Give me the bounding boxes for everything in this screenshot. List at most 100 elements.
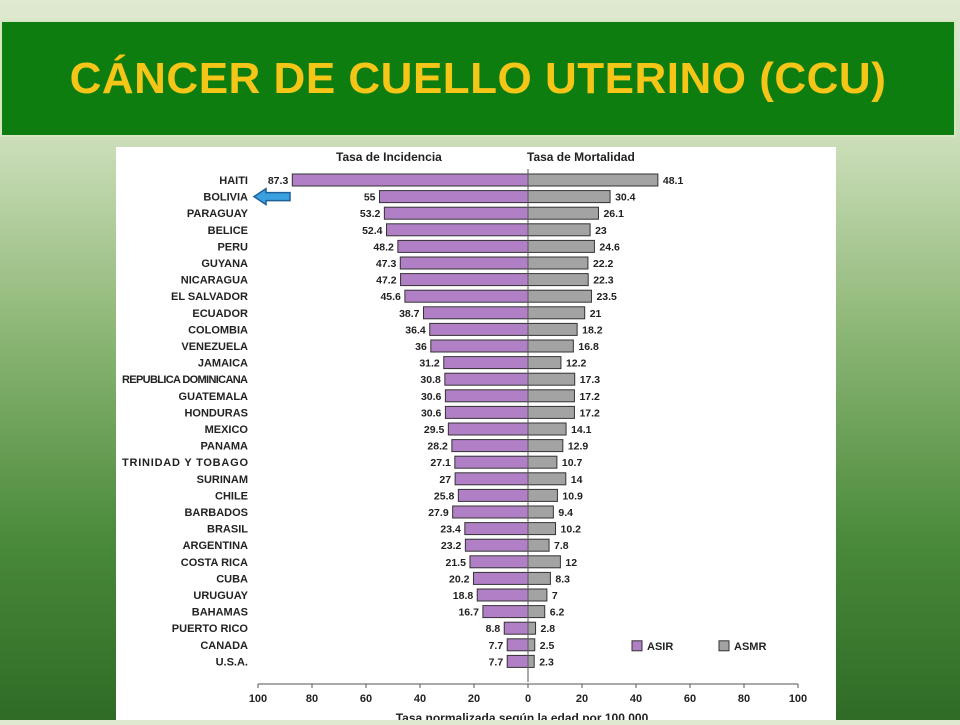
value-label-asmr: 6.2 xyxy=(550,607,565,619)
category-label: VENEZUELA xyxy=(181,341,248,353)
category-label: TRINIDAD Y TOBAGO xyxy=(122,457,248,469)
value-label-asmr: 17.2 xyxy=(579,407,600,419)
value-label-asmr: 12.2 xyxy=(566,358,587,370)
value-label-asmr: 30.4 xyxy=(615,192,636,204)
value-label-asir: 30.6 xyxy=(421,407,442,419)
value-label-asmr: 7 xyxy=(552,590,558,602)
value-label-asmr: 18.2 xyxy=(582,324,603,336)
x-axis-label: Tasa normalizada según la edad por 100,0… xyxy=(396,711,649,720)
x-tick-label: 60 xyxy=(360,693,372,705)
value-label-asir: 47.2 xyxy=(376,275,397,287)
bar-asir xyxy=(476,588,529,602)
value-label-asmr: 26.1 xyxy=(603,208,624,220)
value-label-asmr: 24.6 xyxy=(599,241,620,253)
value-label-asmr: 16.8 xyxy=(578,341,599,353)
value-label-asir: 8.8 xyxy=(486,623,501,635)
value-label-asir: 16.7 xyxy=(458,607,479,619)
value-label-asmr: 48.1 xyxy=(663,175,684,187)
value-label-asir: 38.7 xyxy=(399,308,420,320)
value-label-asir: 47.3 xyxy=(376,258,397,270)
bar-asir xyxy=(464,522,529,536)
bar-asmr xyxy=(527,422,567,436)
x-tick-label: 20 xyxy=(576,693,588,705)
slide-title: CÁNCER DE CUELLO UTERINO (CCU) xyxy=(69,53,887,103)
bar-asir xyxy=(383,206,529,220)
category-label: HAITI xyxy=(219,175,248,187)
bar-asmr xyxy=(527,522,557,536)
bar-asmr xyxy=(527,588,548,602)
value-label-asir: 48.2 xyxy=(373,241,394,253)
title-banner: CÁNCER DE CUELLO UTERINO (CCU) xyxy=(0,20,956,137)
category-label: ECUADOR xyxy=(192,308,248,320)
bar-asmr xyxy=(527,339,574,353)
bar-asir xyxy=(452,505,529,519)
bar-asir xyxy=(430,339,529,353)
chart-svg: Tasa de Incidencia Tasa de Mortalidad HAIT… xyxy=(122,150,807,725)
value-label-asir: 53.2 xyxy=(360,208,381,220)
value-label-asmr: 12.9 xyxy=(568,441,589,453)
value-label-asmr: 8.3 xyxy=(555,573,570,585)
arrow-icon xyxy=(252,187,291,207)
value-label-asir: 52.4 xyxy=(362,225,383,237)
left-header: Tasa de Incidencia xyxy=(336,150,442,164)
value-label-asmr: 7.8 xyxy=(554,540,569,552)
value-label-asir: 27 xyxy=(439,474,451,486)
bar-asir xyxy=(397,239,529,253)
value-label-asmr: 14.1 xyxy=(571,424,592,436)
bar-asir xyxy=(482,605,529,619)
x-tick-label: 20 xyxy=(468,693,480,705)
category-label: JAMAICA xyxy=(198,358,248,370)
bar-asmr xyxy=(527,206,599,220)
bar-asir xyxy=(443,356,529,370)
category-label: REPUBLICA DOMINICANA xyxy=(122,374,248,386)
value-label-asir: 87.3 xyxy=(268,175,289,187)
bar-asir xyxy=(457,488,529,502)
value-label-asmr: 23 xyxy=(595,225,607,237)
bar-asmr xyxy=(527,488,558,502)
category-label: CUBA xyxy=(216,573,248,585)
bar-asir xyxy=(386,223,529,237)
bar-asir xyxy=(454,455,529,469)
category-label: PANAMA xyxy=(201,441,249,453)
category-label: COSTA RICA xyxy=(181,557,248,569)
value-label-asmr: 23.5 xyxy=(596,291,617,303)
category-label: CHILE xyxy=(215,490,248,502)
bar-asir xyxy=(464,538,529,552)
value-label-asmr: 17.2 xyxy=(579,391,600,403)
bar-asmr xyxy=(527,638,536,652)
bar-asmr xyxy=(527,505,554,519)
legend-swatch-asir xyxy=(631,640,643,652)
value-label-asir: 27.1 xyxy=(430,457,451,469)
value-label-asir: 30.8 xyxy=(420,374,441,386)
category-label: PUERTO RICO xyxy=(172,623,249,635)
value-label-asmr: 17.3 xyxy=(580,374,601,386)
category-label: ARGENTINA xyxy=(183,540,248,552)
category-label: BELICE xyxy=(208,225,248,237)
bar-asir xyxy=(429,322,529,336)
bar-asmr xyxy=(527,322,578,336)
value-label-asir: 23.4 xyxy=(440,524,461,536)
value-label-asir: 45.6 xyxy=(380,291,401,303)
legend-label-asir: ASIR xyxy=(647,641,673,653)
bar-asmr xyxy=(527,389,575,403)
bar-asir xyxy=(399,256,529,270)
bar-asir xyxy=(404,289,529,303)
bar-asmr xyxy=(527,654,535,668)
value-label-asir: 36 xyxy=(415,341,427,353)
category-label: BAHAMAS xyxy=(192,607,248,619)
value-label-asmr: 22.2 xyxy=(593,258,614,270)
cervical-cancer-chart: Tasa de Incidencia Tasa de Mortalidad HAIT… xyxy=(116,147,836,725)
legend-label-asmr: ASMR xyxy=(734,641,766,653)
bar-asmr xyxy=(527,372,576,386)
value-label-asir: 27.9 xyxy=(428,507,449,519)
value-label-asir: 18.8 xyxy=(453,590,474,602)
value-label-asmr: 22.3 xyxy=(593,275,614,287)
bar-asmr xyxy=(527,256,589,270)
bar-asmr xyxy=(527,605,546,619)
bar-asir xyxy=(291,173,529,187)
x-tick-label: 0 xyxy=(525,693,531,705)
bar-asmr xyxy=(527,455,558,469)
bar-asir xyxy=(400,273,529,287)
category-label: MEXICO xyxy=(205,424,249,436)
bar-asmr xyxy=(527,273,589,287)
